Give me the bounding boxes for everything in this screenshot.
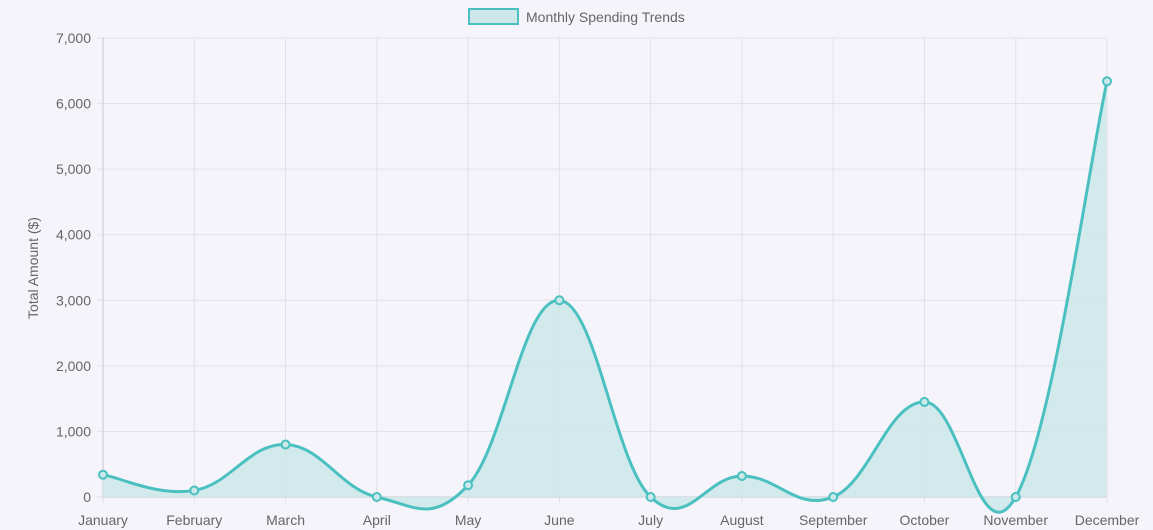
data-point-september[interactable] [828,492,839,502]
data-points [98,76,1112,502]
data-point-february[interactable] [189,485,200,496]
x-tick-label: January [78,512,128,528]
y-axis-ticks: 0 1,000 2,000 3,000 4,000 5,000 6,000 7,000 [56,30,91,505]
y-tick-label: 2,000 [56,358,91,374]
x-tick-label: October [900,512,950,528]
x-tick-label: November [983,512,1048,528]
series-area-fill [103,81,1107,513]
legend-label[interactable]: Monthly Spending Trends [526,9,685,25]
y-axis-title: Total Amount ($) [25,217,41,319]
data-point-april[interactable] [371,492,382,502]
data-point-june[interactable] [554,295,565,306]
data-point-october[interactable] [919,396,930,407]
legend[interactable]: Monthly Spending Trends [468,8,685,25]
y-tick-label: 5,000 [56,161,91,177]
y-tick-label: 1,000 [56,423,91,439]
x-tick-label: June [544,512,575,528]
data-point-december[interactable] [1102,76,1112,87]
legend-swatch[interactable] [468,8,519,25]
x-tick-label: February [166,512,222,528]
data-point-august[interactable] [736,471,747,482]
area-fill-layer [103,81,1107,513]
x-tick-label: April [363,512,391,528]
x-tick-label: May [455,512,481,528]
y-tick-label: 4,000 [56,227,91,243]
data-point-march[interactable] [280,439,291,450]
data-point-may[interactable] [463,480,474,491]
x-tick-label: September [799,512,868,528]
data-point-january[interactable] [98,469,108,480]
data-point-november[interactable] [1010,492,1021,502]
y-tick-label: 7,000 [56,30,91,46]
data-point-july[interactable] [645,492,656,502]
y-tick-label: 6,000 [56,96,91,112]
y-tick-label: 0 [83,489,91,505]
x-tick-label: March [266,512,305,528]
y-tick-label: 3,000 [56,292,91,308]
x-tick-label: December [1075,512,1140,528]
x-axis-ticks: January February March April May June July Augu… [78,512,1140,528]
x-tick-label: July [638,512,663,528]
x-tick-label: August [720,512,764,528]
